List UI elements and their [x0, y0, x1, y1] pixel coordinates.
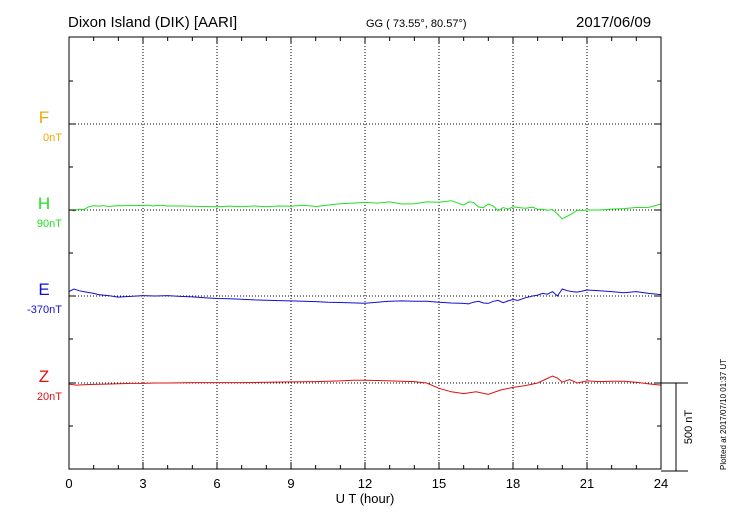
series-offset-f: 0nT — [43, 132, 62, 144]
x-tick-label: 21 — [580, 476, 594, 491]
series-offset-h: 90nT — [37, 218, 62, 230]
x-tick-label: 24 — [654, 476, 668, 491]
series-label-z: Z — [39, 367, 49, 386]
series-label-e: E — [38, 280, 49, 299]
series-line-e — [68, 288, 662, 305]
scale-bar-label: 500 nT — [683, 410, 695, 445]
series-label-f: F — [39, 108, 49, 127]
x-tick-label: 0 — [65, 476, 72, 491]
x-tick-label: 15 — [432, 476, 446, 491]
plot-date: 2017/06/09 — [576, 14, 652, 31]
x-tick-label: 12 — [358, 476, 372, 491]
series-lines — [68, 200, 662, 395]
series-line-z — [68, 375, 662, 395]
x-tick-label: 3 — [139, 476, 146, 491]
plotted-timestamp: Plotted at 2017/07/10 01:37 UT — [719, 358, 728, 470]
station-title: Dixon Island (DIK) [AARI] — [68, 14, 238, 31]
x-tick-label: 6 — [213, 476, 220, 491]
axis-labels: F 0nT H 90nT E -370nT Z 20nT 0 3 6 9 12 15 18 21 24 U T (… — [27, 108, 695, 506]
axis-ticks — [68, 37, 662, 469]
plot-frame — [68, 36, 688, 472]
series-offset-z: 20nT — [37, 391, 62, 403]
station-coordinates: GG ( 73.55°, 80.57°) — [366, 18, 467, 30]
grid-lines — [69, 37, 661, 469]
series-line-h — [68, 200, 662, 220]
series-label-h: H — [38, 194, 50, 213]
x-axis-title: U T (hour) — [336, 491, 395, 506]
x-tick-label: 18 — [506, 476, 520, 491]
x-tick-label: 9 — [287, 476, 294, 491]
series-offset-e: -370nT — [27, 304, 62, 316]
